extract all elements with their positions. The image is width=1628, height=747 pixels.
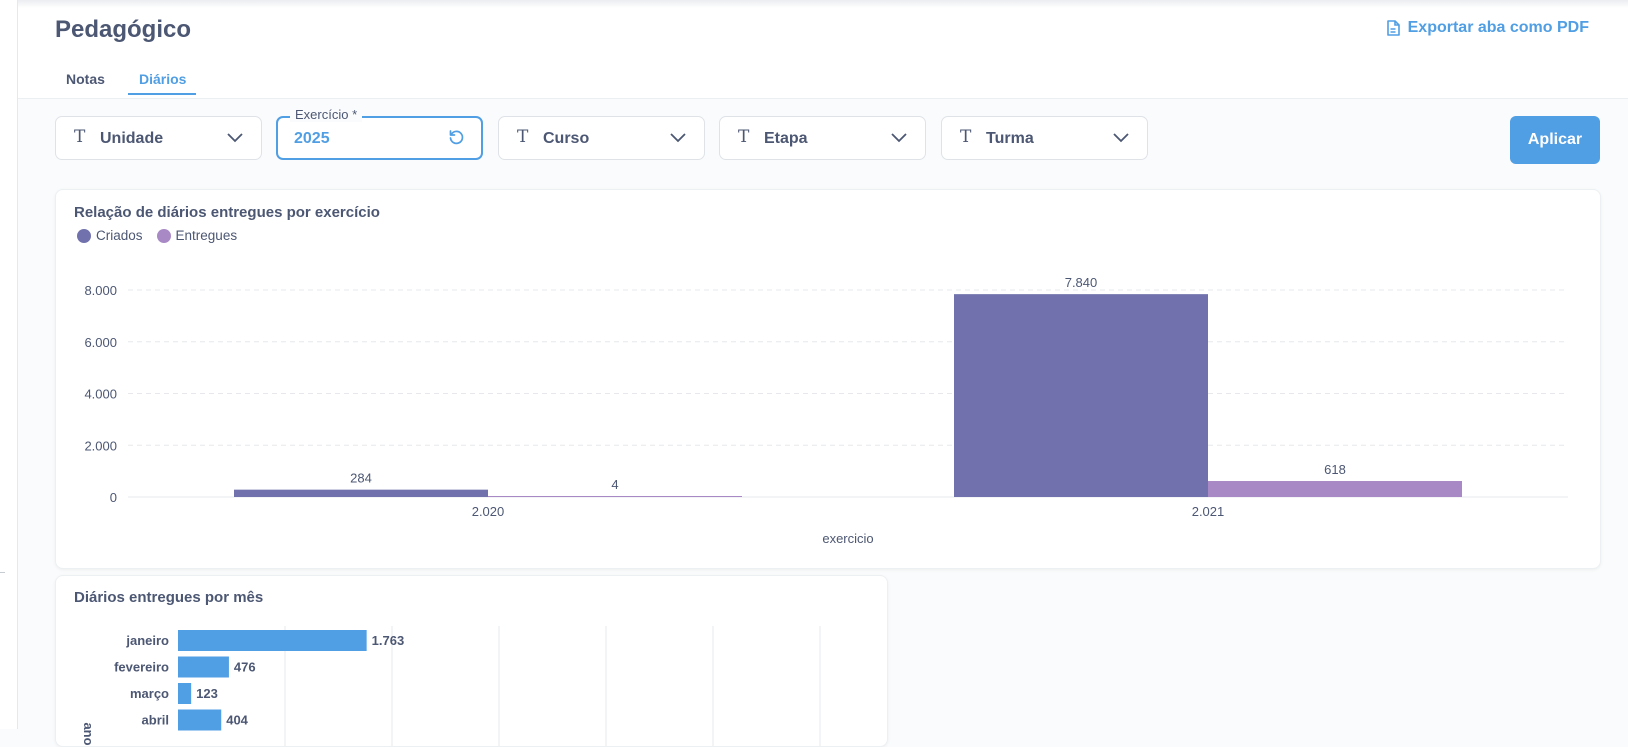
bar [178, 630, 367, 651]
chart-card-diarios-por-exercicio: Relação de diários entregues por exercíc… [55, 189, 1601, 569]
legend-item-entregues[interactable]: Entregues [156, 228, 238, 243]
x-tick-label: 2.021 [1192, 504, 1225, 519]
legend-dot [156, 228, 171, 243]
exercicio-field-label: Exercício * [290, 107, 363, 122]
data-label: 404 [226, 713, 248, 728]
x-axis-label: exercicio [822, 531, 873, 546]
turma-filter-label: Turma [986, 130, 1034, 147]
bar-criados [954, 294, 1208, 497]
text-type-icon: T [74, 127, 86, 147]
bar [178, 656, 229, 678]
unidade-filter-label: Unidade [100, 130, 164, 147]
reset-icon[interactable] [448, 129, 465, 151]
chart-card-diarios-por-mes: Diários entregues por mês janeiro 1.763 fe… [55, 575, 888, 747]
category-label: janeiro [125, 633, 169, 648]
page-title: Pedagógico [55, 16, 192, 43]
y-tick-label: 4.000 [84, 387, 117, 402]
data-label: 476 [234, 660, 256, 675]
curso-filter-label: Curso [543, 130, 590, 147]
export-pdf-button[interactable]: Exportar aba como PDF [1386, 19, 1589, 37]
category-label: abril [142, 713, 169, 728]
curso-filter[interactable]: T Curso [498, 116, 705, 160]
tab-diarios[interactable]: Diários [139, 71, 187, 87]
legend-label: Entregues [175, 228, 238, 243]
chevron-down-icon [891, 130, 907, 148]
header-shadow [18, 0, 1628, 8]
tab-notas[interactable]: Notas [66, 71, 105, 87]
etapa-filter-label: Etapa [764, 130, 808, 147]
data-label: 1.763 [372, 633, 405, 648]
y-tick-label: 2.000 [84, 438, 117, 453]
data-label: 7.840 [1065, 275, 1098, 290]
y-axis-label: ano [81, 722, 96, 745]
text-type-icon: T [960, 127, 972, 147]
bar-entregues [488, 496, 742, 497]
y-tick-label: 0 [110, 490, 117, 505]
text-type-icon: T [517, 127, 529, 147]
legend-item-criados[interactable]: Criados [77, 228, 143, 243]
export-pdf-label: Exportar aba como PDF [1407, 19, 1589, 36]
category-label: fevereiro [114, 660, 169, 675]
data-label: 4 [611, 477, 618, 492]
y-tick-label: 6.000 [84, 335, 117, 350]
exercicio-field[interactable] [276, 116, 483, 160]
bar [178, 709, 222, 731]
bar [178, 683, 192, 704]
chevron-down-icon [670, 130, 686, 148]
data-label: 618 [1324, 462, 1346, 477]
chevron-down-icon [227, 130, 243, 148]
legend-label: Criados [96, 228, 143, 243]
bar-entregues [1208, 481, 1462, 497]
turma-filter[interactable]: T Turma [941, 116, 1148, 160]
legend-dot [77, 228, 91, 243]
unidade-filter[interactable]: T Unidade [55, 116, 262, 160]
category-label: março [130, 686, 169, 701]
y-tick-label: 8.000 [84, 283, 117, 298]
horizontal-bar-chart: janeiro 1.763 fevereiro 476 março 123 abril 404… [81, 626, 821, 746]
chevron-down-icon [1113, 130, 1129, 148]
header-bar [18, 0, 1628, 99]
x-tick-label: 2.020 [472, 504, 505, 519]
data-label: 123 [196, 686, 218, 701]
bar-criados [234, 489, 488, 497]
active-tab-indicator [128, 93, 196, 95]
document-icon [1386, 20, 1400, 36]
chart-title: Diários entregues por mês [74, 589, 264, 606]
apply-button[interactable]: Aplicar [1510, 116, 1600, 164]
etapa-filter[interactable]: T Etapa [719, 116, 926, 160]
chart-legend: Criados Entregues [77, 228, 237, 243]
exercicio-field-value[interactable]: 2025 [294, 130, 330, 147]
data-label: 284 [350, 471, 372, 486]
bar-chart: 0 2.000 4.000 6.000 8.000 2.020 284 4 2.021 7.840… [84, 275, 1568, 546]
left-sidebar-edge [0, 0, 18, 729]
text-type-icon: T [738, 127, 750, 147]
chart-title: Relação de diários entregues por exercíc… [74, 204, 380, 221]
